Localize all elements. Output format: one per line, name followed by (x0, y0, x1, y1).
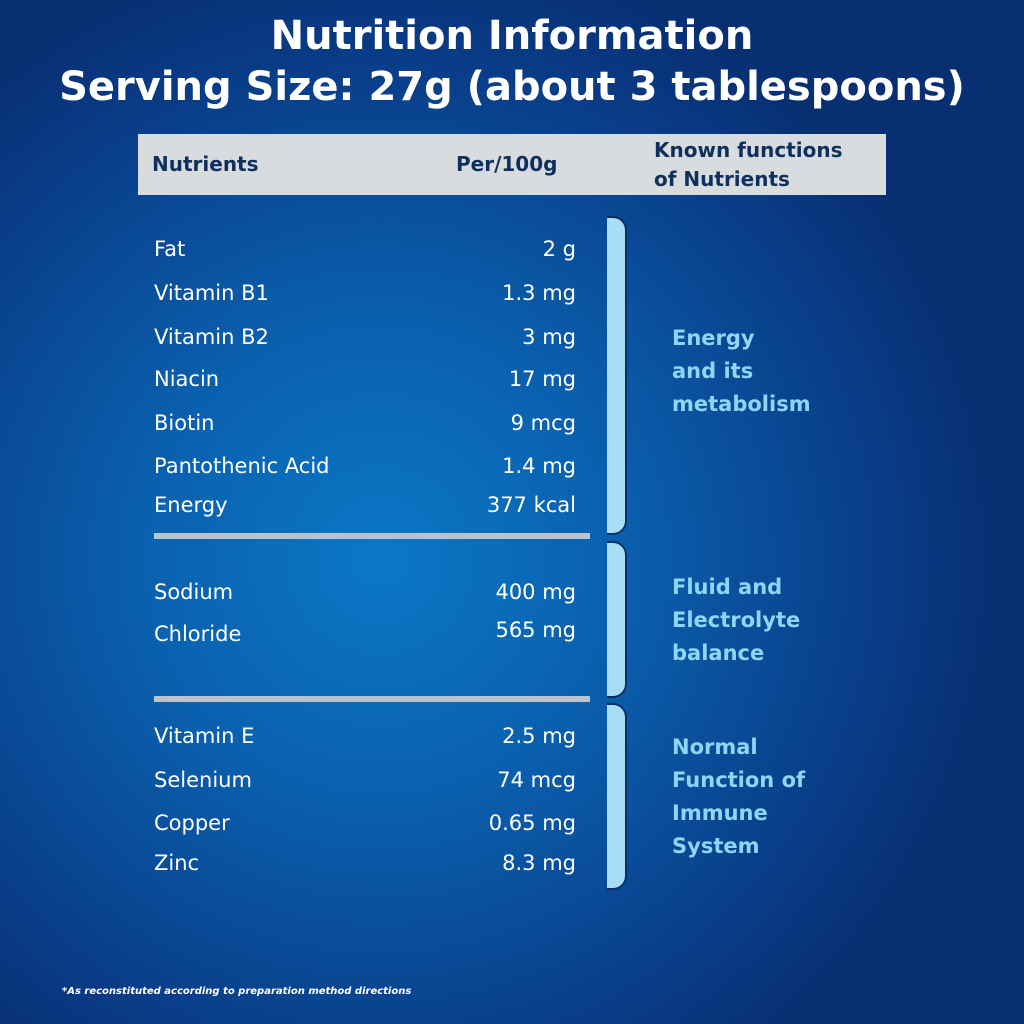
table-row: Sodium 400 mg (154, 580, 576, 608)
nutrient-value: 74 mcg (497, 768, 576, 792)
table-row: Chloride 565 mg (154, 618, 576, 650)
nutrient-value: 9 mcg (510, 411, 576, 435)
nutrient-name: Energy (154, 493, 228, 517)
group-divider (154, 533, 590, 539)
table-row: Fat 2 g (154, 237, 576, 265)
nutrient-value: 0.65 mg (488, 811, 576, 835)
nutrient-name: Vitamin B2 (154, 325, 269, 349)
nutrient-name: Niacin (154, 367, 220, 391)
table-row: Zinc 8.3 mg (154, 851, 576, 879)
nutrient-name: Biotin (154, 411, 215, 435)
function-fluid-electrolyte: Fluid and Electrolyte balance (672, 575, 801, 665)
nutrient-name: Selenium (154, 768, 252, 792)
nutrient-name: Sodium (154, 580, 234, 604)
header-known-functions: Known functions of Nutrients (654, 138, 843, 191)
table-row: Copper 0.65 mg (154, 811, 576, 839)
nutrient-value: 8.3 mg (502, 851, 576, 875)
nutrient-value: 17 mg (508, 367, 576, 391)
group-bracket-fluid (607, 541, 627, 698)
nutrient-name: Vitamin E (154, 724, 255, 748)
nutrient-name: Vitamin B1 (154, 281, 269, 305)
nutrient-value: 2.5 mg (502, 724, 576, 748)
table-row: Vitamin B2 3 mg (154, 325, 576, 353)
nutrient-value: 377 kcal (486, 493, 576, 517)
group-divider (154, 696, 590, 702)
nutrient-value: 1.3 mg (502, 281, 576, 305)
nutrient-value: 565 mg (495, 618, 576, 642)
table-row: Vitamin B1 1.3 mg (154, 281, 576, 309)
nutrient-value: 400 mg (495, 580, 576, 604)
table-row: Vitamin E 2.5 mg (154, 724, 576, 752)
group-bracket-immune (607, 703, 627, 890)
nutrient-name: Copper (154, 811, 230, 835)
page-title: Nutrition Information (270, 13, 754, 59)
nutrient-name: Pantothenic Acid (154, 454, 330, 478)
nutrient-value: 1.4 mg (502, 454, 576, 478)
table-row: Selenium 74 mcg (154, 768, 576, 796)
function-energy-metabolism: Energy and its metabolism (672, 326, 811, 416)
footnote: *As reconstituted according to preparati… (62, 986, 412, 997)
table-row: Niacin 17 mg (154, 367, 576, 395)
nutrient-name: Zinc (154, 851, 200, 875)
table-row: Energy 377 kcal (154, 493, 576, 521)
table-row: Biotin 9 mcg (154, 411, 576, 439)
nutrient-name: Fat (154, 237, 186, 261)
header-per-100g: Per/100g (456, 152, 558, 176)
function-immune-system: Normal Function of Immune System (672, 735, 806, 858)
table-header: Nutrients Per/100g Known functions of Nu… (138, 134, 886, 195)
nutrient-value: 3 mg (522, 325, 576, 349)
serving-size-subtitle: Serving Size: 27g (about 3 tablespoons) (59, 64, 965, 110)
header-nutrients: Nutrients (152, 152, 259, 176)
group-bracket-energy (607, 216, 627, 535)
nutrient-name: Chloride (154, 622, 242, 646)
table-row: Pantothenic Acid 1.4 mg (154, 454, 576, 482)
nutrient-value: 2 g (542, 237, 576, 261)
